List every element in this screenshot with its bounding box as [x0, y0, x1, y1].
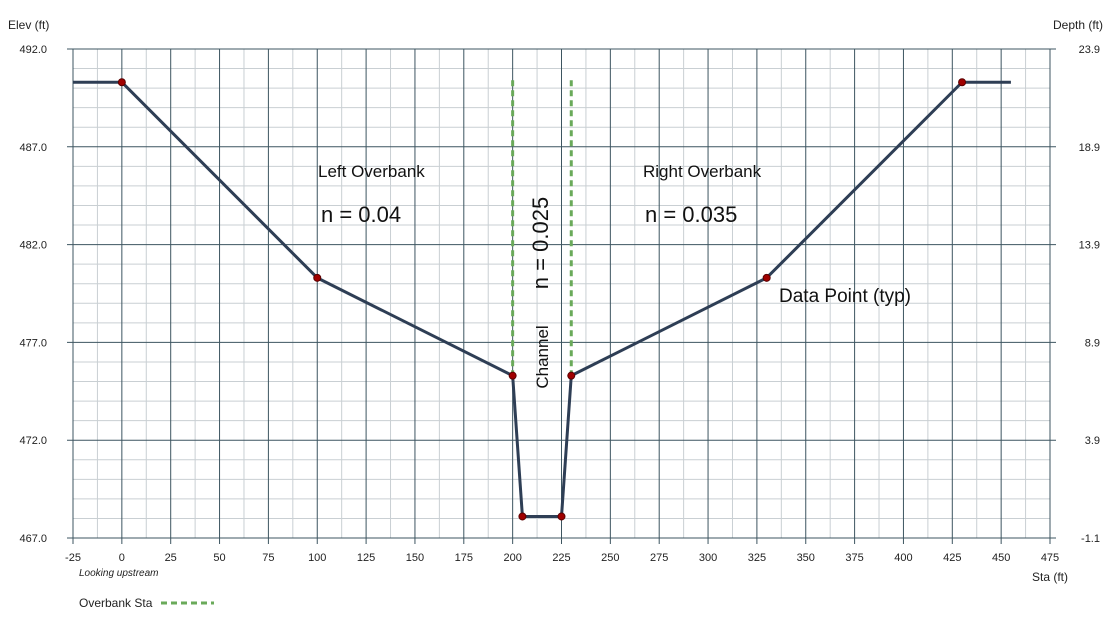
- x-tick-label: 50: [213, 552, 225, 564]
- y-tick-label: 482.0: [19, 240, 47, 252]
- right-tick-label: 18.9: [1079, 142, 1100, 154]
- right-overbank-label: Right Overbank: [643, 162, 762, 181]
- left-axis-label: Elev (ft): [8, 18, 49, 32]
- right-tick-label: 13.9: [1079, 240, 1100, 252]
- data-point: [762, 273, 771, 282]
- right-tick-label: 8.9: [1085, 337, 1100, 349]
- data-point: [557, 512, 566, 521]
- channel-n-label: n = 0.025: [528, 197, 553, 289]
- right-axis-label: Depth (ft): [1053, 18, 1103, 32]
- y-tick-label: 487.0: [19, 142, 47, 154]
- series-layer: [73, 78, 1011, 521]
- x-tick-label: 200: [503, 552, 521, 564]
- y-tick-label: 477.0: [19, 337, 47, 349]
- data-point: [567, 371, 576, 380]
- data-point: [117, 78, 126, 87]
- data-point: [958, 78, 967, 87]
- tick-labels: 492.0 487.0 482.0 477.0 472.0 467.0 23.9 18.9 13…: [19, 44, 1100, 564]
- right-tick-label: 3.9: [1085, 435, 1100, 447]
- y-tick-label: 472.0: [19, 435, 47, 447]
- y-tick-label: 467.0: [19, 533, 47, 545]
- x-tick-label: 400: [894, 552, 912, 564]
- x-tick-label: 75: [262, 552, 274, 564]
- x-tick-label: 475: [1041, 552, 1059, 564]
- x-tick-label: -25: [65, 552, 81, 564]
- x-axis-label: Sta (ft): [1032, 570, 1068, 584]
- x-tick-label: 425: [943, 552, 961, 564]
- x-tick-label: 225: [552, 552, 570, 564]
- x-tick-label: 250: [601, 552, 619, 564]
- left-overbank-label: Left Overbank: [318, 162, 425, 181]
- right-tick-label: -1.1: [1081, 533, 1100, 545]
- x-tick-label: 0: [119, 552, 125, 564]
- grid: [67, 48, 1056, 544]
- x-tick-label: 450: [992, 552, 1010, 564]
- right-tick-label: 23.9: [1079, 44, 1100, 56]
- ground-profile-line: [73, 80, 1011, 518]
- x-tick-label: 275: [650, 552, 668, 564]
- legend-overbank-label: Overbank Sta: [79, 596, 153, 610]
- data-point-label: Data Point (typ): [779, 286, 911, 307]
- looking-upstream-note: Looking upstream: [79, 568, 159, 579]
- x-tick-label: 175: [455, 552, 473, 564]
- y-tick-label: 492.0: [19, 44, 47, 56]
- legend: Overbank Sta: [79, 596, 214, 610]
- data-point: [508, 371, 517, 380]
- x-tick-label: 375: [845, 552, 863, 564]
- x-tick-label: 100: [308, 552, 326, 564]
- x-tick-label: 325: [748, 552, 766, 564]
- data-point: [518, 512, 527, 521]
- data-point: [313, 273, 322, 282]
- x-tick-label: 125: [357, 552, 375, 564]
- x-tick-label: 300: [699, 552, 717, 564]
- x-tick-label: 25: [165, 552, 177, 564]
- x-tick-label: 150: [406, 552, 424, 564]
- channel-label: Channel: [533, 325, 552, 388]
- x-tick-label: 350: [797, 552, 815, 564]
- left-n-label: n = 0.04: [321, 202, 401, 227]
- right-n-label: n = 0.035: [645, 202, 737, 227]
